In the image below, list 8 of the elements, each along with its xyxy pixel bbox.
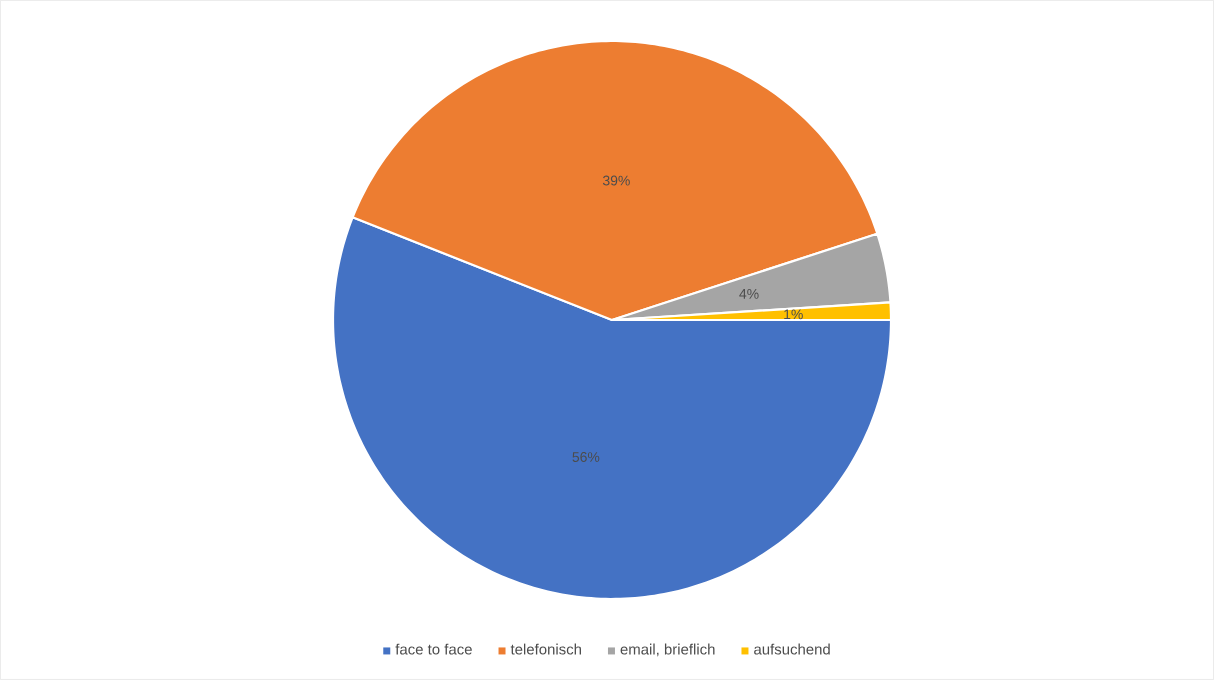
data-label: 56% [572,452,600,462]
data-label: 39% [602,175,630,186]
legend-label: face to face [395,643,472,655]
data-label: 4% [739,288,759,299]
legend-label: aufsuchend [754,643,830,655]
legend-label: telefonisch [510,643,581,655]
data-label: 1% [784,309,803,320]
legend-label: email, brieflich [620,643,715,657]
